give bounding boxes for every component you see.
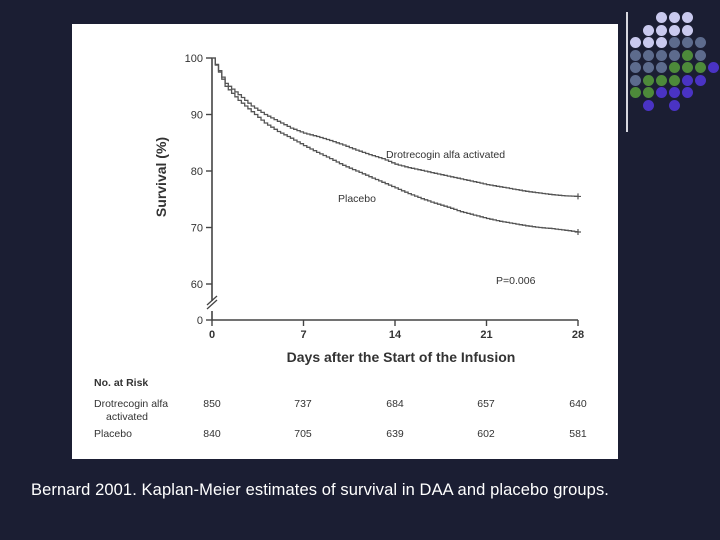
decorative-dot [643,24,654,36]
risk-row-label-placebo: Placebo [94,428,132,440]
decorative-dot [643,62,654,73]
survival-chart: Survival (%) Days after the Start of the… [94,53,587,440]
x-tick-label: 0 [209,329,215,341]
decorative-dot [695,37,706,48]
risk-row-label-drotrecogin: Drotrecogin alfa [94,398,168,410]
decorative-dot [643,99,654,111]
decorative-dot [656,12,667,23]
decorative-dot [669,87,680,98]
decorative-dot [669,12,680,23]
series-label-placebo: Placebo [338,193,376,205]
risk-table-value: 850 [203,398,221,410]
x-tick-label: 7 [300,329,306,341]
decorative-dot [669,24,680,36]
y-tick-label: 100 [185,53,203,65]
decorative-dot [643,49,654,61]
series-label-drotrecogin: Drotrecogin alfa activated [386,149,505,161]
decorative-dot [682,24,693,36]
x-tick-label: 14 [389,329,402,341]
decorative-dot [695,62,706,73]
risk-table-value: 840 [203,428,221,440]
y-tick-label: 60 [191,279,203,291]
slide-caption: Bernard 2001. Kaplan-Meier estimates of … [31,481,609,499]
risk-table-value: 705 [294,428,312,440]
decorative-dot [669,37,680,48]
risk-table-value: 657 [477,398,495,410]
decorative-dot [682,74,693,86]
decorative-dot [630,74,641,86]
risk-table-value: 640 [569,398,587,410]
censor-mark [575,229,581,236]
p-value-annotation: P=0.006 [496,275,536,287]
risk-table-value: 737 [294,398,312,410]
decorative-dot [682,12,693,23]
risk-table-value: 581 [569,428,587,440]
x-tick-label: 21 [480,329,492,341]
decorative-dot [643,87,654,98]
decorative-vertical-line [626,12,628,132]
risk-table-value: 639 [386,428,404,440]
series-line-drotrecogin [212,57,579,197]
decorative-dot [695,74,706,86]
decorative-dot [656,74,667,86]
decorative-dot [682,37,693,48]
decorative-dot [708,62,719,73]
x-axis-title: Days after the Start of the Infusion [287,349,516,365]
decorative-dot [682,49,693,61]
risk-table-value: 684 [386,398,404,410]
decorative-dot [630,62,641,73]
decorative-dot [630,37,641,48]
y-axis-title: Survival (%) [153,137,169,217]
decorative-dot [656,37,667,48]
risk-table-header: No. at Risk [94,377,148,389]
kaplan-meier-figure: Survival (%) Days after the Start of the… [72,24,618,459]
y-tick-label: 0 [197,315,203,327]
decorative-dot [630,87,641,98]
censor-mark [575,193,581,200]
x-tick-label: 28 [572,329,584,341]
y-tick-label: 80 [191,166,203,178]
risk-table-value: 602 [477,428,495,440]
y-tick-label: 70 [191,223,203,235]
decorative-dot [695,49,706,61]
axis-break-marker [206,295,218,310]
decorative-dot [656,87,667,98]
y-tick-label: 90 [191,110,203,122]
decorative-dot [630,49,641,61]
decorative-dot [643,74,654,86]
decorative-dot [682,87,693,98]
decorative-dot [656,24,667,36]
risk-row-label-drotrecogin-line2: activated [106,411,148,423]
decorative-dot [669,49,680,61]
decorative-dot [682,62,693,73]
decorative-dot [669,62,680,73]
decorative-dot [656,49,667,61]
series-line-placebo [212,57,579,233]
decorative-dot [643,37,654,48]
decorative-dot [656,62,667,73]
decorative-dot [669,99,680,111]
decorative-dot [669,74,680,86]
